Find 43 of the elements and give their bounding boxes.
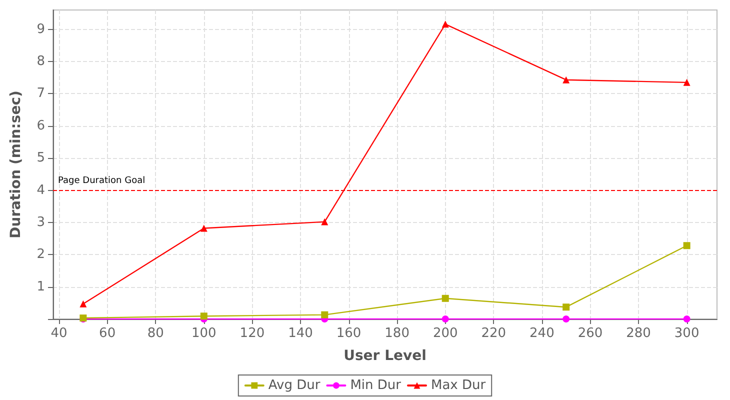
y-tick-label: 9 [36,22,45,37]
point [321,218,328,226]
point [683,242,690,250]
y-tick-label: 3 [36,214,45,230]
ref-line-label: Page Duration Goal [58,176,146,186]
x-tick-label: 160 [336,326,362,341]
point [683,78,690,86]
y-tick-label: 2 [36,247,45,262]
point [562,304,570,311]
legend-label: Max Dur [430,378,486,393]
x-axis-title: User Level [344,348,426,364]
point [200,224,208,232]
y-tick-label: 5 [36,150,45,166]
legend-label: Min Dur [350,378,402,393]
y-tick-label: 7 [36,86,45,102]
x-tick-label: 60 [99,326,116,341]
point [562,316,570,322]
point [562,76,570,84]
y-tick-label: 8 [36,54,45,69]
point [80,300,87,308]
x-tick-label: 40 [50,326,68,341]
legend-label: Avg Dur [268,378,321,393]
x-tick-label: 120 [240,326,265,341]
x-tick-label: 300 [674,326,700,341]
x-tick-label: 80 [147,326,164,341]
point [442,294,449,302]
y-axis-title: Duration (min:sec) [8,90,24,238]
point [200,312,208,320]
y-tick-label: 4 [36,182,45,198]
x-tick-label: 260 [578,326,603,341]
x-tick-label: 200 [432,326,458,341]
x-tick-label: 280 [626,326,651,341]
point [442,20,449,28]
point [321,311,328,318]
point [442,316,449,322]
y-tick-label: 6 [36,118,45,134]
point [683,316,690,322]
x-tick-label: 140 [288,326,313,341]
x-tick-label: 220 [481,326,506,341]
y-tick-label: 1 [36,279,45,294]
x-tick-label: 180 [384,326,410,341]
x-tick-label: 100 [191,326,216,341]
x-tick-label: 240 [530,326,554,341]
